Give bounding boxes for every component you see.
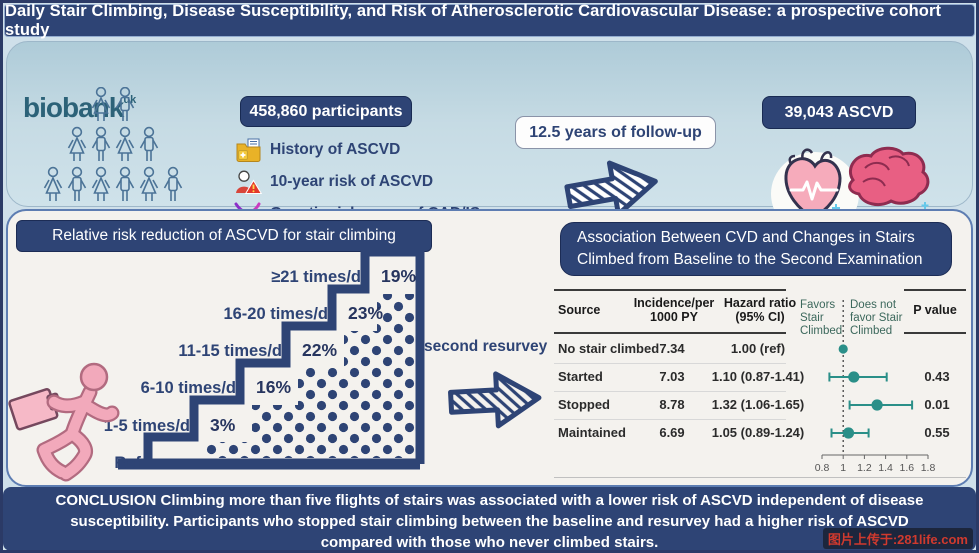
resurvey-label: second resurvey (424, 338, 548, 355)
population-pyramid-icon (43, 87, 183, 202)
brain-icon (832, 146, 930, 212)
row-hr: 1.00 (ref) (730, 341, 786, 356)
row-incidence: 7.34 (659, 341, 685, 356)
x-tick-0.8: 0.8 (815, 462, 830, 474)
right-arrow-icon (448, 371, 542, 429)
x-tick-1.6: 1.6 (899, 462, 914, 474)
stair-chart-title: Relative risk reduction of ASCVD for sta… (16, 220, 432, 252)
association-title-line2: Climbed from Baseline to the Second Exam… (577, 251, 923, 268)
stair-value-21: 19% (381, 266, 416, 286)
row-source: Stopped (558, 397, 610, 412)
x-tick-1: 1 (840, 462, 846, 474)
table-rule-top-p (904, 289, 966, 291)
x-axis (821, 454, 929, 459)
marker-started (828, 371, 888, 383)
marker-maintained (830, 427, 870, 439)
marker-stopped (848, 399, 914, 411)
row-incidence: 8.78 (659, 397, 685, 412)
forest-plot: Favors Stair Climbed Does not favor Stai… (800, 299, 936, 474)
outcome-badge: 39,043 ASCVD (762, 96, 916, 129)
x-tick-1.4: 1.4 (878, 462, 893, 474)
stair-chart: Ref 1-5 times/d 6-10 times/d 11-15 times… (104, 247, 425, 472)
stair-label-6-10: 6-10 times/d (141, 379, 236, 397)
stair-value-16-20: 23% (348, 303, 383, 323)
x-tick-1.8: 1.8 (921, 462, 936, 474)
row-source: Started (558, 369, 603, 384)
conclusion-line3: compared with those who never climbed st… (320, 534, 659, 551)
participants-badge: 458,860 participants (240, 96, 412, 127)
assessment-risk: 10-year risk of ASCVD (235, 168, 433, 196)
col-header-incidence: Incidence/per 1000 PY (633, 296, 715, 325)
cohort-panel: biobankuk 458,8 (6, 41, 973, 236)
x-tick-1.2: 1.2 (857, 462, 872, 474)
notfavor-label-l1: Does not (850, 299, 897, 311)
page-title: Daily Stair Climbing, Disease Susceptibi… (4, 2, 975, 39)
marker-no-stair (838, 344, 848, 354)
col-header-hazard: Hazard ratio (95% CI) (723, 296, 797, 325)
ecg-line (789, 180, 839, 201)
favors-label-l2: Stair (800, 312, 824, 324)
stair-label-1-5: 1-5 times/d (104, 417, 190, 435)
col-header-source: Source (558, 303, 601, 317)
conclusion-bar: CONCLUSION Climbing more than five fligh… (3, 487, 976, 551)
biobank-brand-text: biobank (23, 92, 124, 123)
stair-value-1-5: 3% (210, 415, 236, 435)
sparkle-icon (921, 202, 929, 209)
row-hr: 1.32 (1.06-1.65) (711, 397, 805, 412)
stair-label-16-20: 16-20 times/d (223, 305, 328, 323)
favors-label-l3: Climbed (800, 325, 842, 337)
conclusion-line2: susceptibility. Participants who stopped… (70, 513, 909, 530)
row-separator (554, 391, 786, 392)
forest-markers (828, 344, 914, 439)
assessment-label: History of ASCVD (270, 141, 401, 158)
stair-label-11-15: 11-15 times/d (178, 342, 282, 360)
notfavor-label-l3: Climbed (850, 325, 892, 337)
notfavor-label-l2: favor Stair (850, 312, 903, 324)
row-pvalue: 0.43 (924, 369, 950, 384)
row-separator (554, 419, 786, 420)
stair-label-21: ≥21 times/d (271, 268, 361, 286)
table-rule-header (554, 332, 786, 334)
table-rule-top (554, 289, 786, 291)
stair-steps (143, 247, 425, 468)
row-incidence: 6.69 (659, 425, 685, 440)
row-source: No stair climbed (558, 341, 660, 356)
association-title: Association Between CVD and Changes in S… (560, 222, 952, 276)
stair-label-ref: Ref (114, 454, 141, 472)
col-header-pvalue: P value (913, 303, 957, 317)
folder-plus-icon (236, 138, 261, 162)
row-incidence: 7.03 (659, 369, 685, 384)
climber-person-icon (8, 362, 120, 482)
row-hr: 1.10 (0.87-1.41) (711, 369, 805, 384)
row-separator (554, 363, 786, 364)
stair-value-6-10: 16% (256, 377, 291, 397)
dotted-fill (206, 294, 415, 458)
stair-value-11-15: 22% (302, 340, 337, 360)
assessment-history: History of ASCVD (235, 136, 400, 164)
assessment-label: 10-year risk of ASCVD (270, 173, 434, 190)
conclusion-line1: CONCLUSION Climbing more than five fligh… (55, 492, 924, 509)
row-hr: 1.05 (0.89-1.24) (711, 425, 805, 440)
table-rule-bottom (554, 477, 966, 478)
followup-badge: 12.5 years of follow-up (515, 116, 716, 149)
biobank-logo: biobankuk (23, 92, 136, 124)
watermark: 图片上传于:281life.com (822, 528, 973, 549)
table-rule-header-p (904, 332, 966, 334)
row-source: Maintained (558, 425, 626, 440)
association-title-line1: Association Between CVD and Changes in S… (577, 228, 915, 246)
row-pvalue: 0.55 (924, 425, 950, 440)
row-pvalue: 0.01 (924, 397, 950, 412)
right-arrow-icon (564, 160, 658, 217)
favors-label-l1: Favors (800, 299, 835, 311)
person-risk-icon (236, 170, 262, 194)
